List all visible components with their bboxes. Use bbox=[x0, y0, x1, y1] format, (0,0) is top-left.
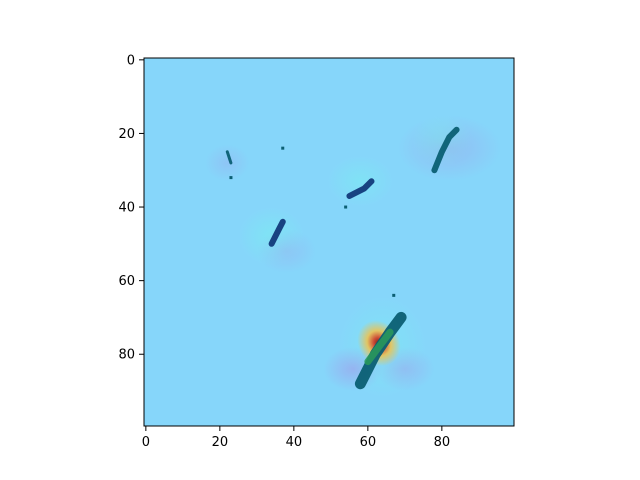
y-tick-label-60: 60 bbox=[118, 274, 135, 289]
streak-top-right bbox=[431, 126, 460, 174]
plot-area bbox=[143, 57, 515, 427]
heat-halo-5 bbox=[205, 144, 250, 182]
streak-bottom-core bbox=[364, 328, 394, 366]
speck-0 bbox=[281, 146, 285, 150]
heat-halo-1 bbox=[397, 115, 502, 182]
speck-3 bbox=[344, 205, 348, 209]
x-axis: 0 20 40 60 80 bbox=[142, 426, 450, 450]
y-tick-label-20: 20 bbox=[118, 127, 135, 142]
y-tick-label-0: 0 bbox=[127, 53, 135, 68]
streak-left bbox=[268, 218, 286, 247]
heat-layer bbox=[205, 115, 502, 399]
y-axis: 0 20 40 60 80 bbox=[118, 53, 144, 363]
heat-halo-4 bbox=[256, 229, 317, 274]
speck-2 bbox=[392, 293, 396, 297]
y-tick-label-80: 80 bbox=[118, 348, 135, 363]
x-tick-label-0: 0 bbox=[142, 435, 150, 450]
x-tick-label-20: 20 bbox=[212, 435, 229, 450]
x-tick-label-80: 80 bbox=[434, 435, 451, 450]
x-tick-label-60: 60 bbox=[360, 435, 377, 450]
x-tick-label-40: 40 bbox=[286, 435, 303, 450]
y-tick-label-40: 40 bbox=[118, 201, 135, 216]
heat-halo-2 bbox=[327, 155, 394, 208]
speck-1 bbox=[229, 176, 233, 180]
streak-mid-right bbox=[346, 178, 375, 199]
streak-small-left bbox=[225, 150, 233, 165]
plot-frame bbox=[143, 57, 515, 427]
